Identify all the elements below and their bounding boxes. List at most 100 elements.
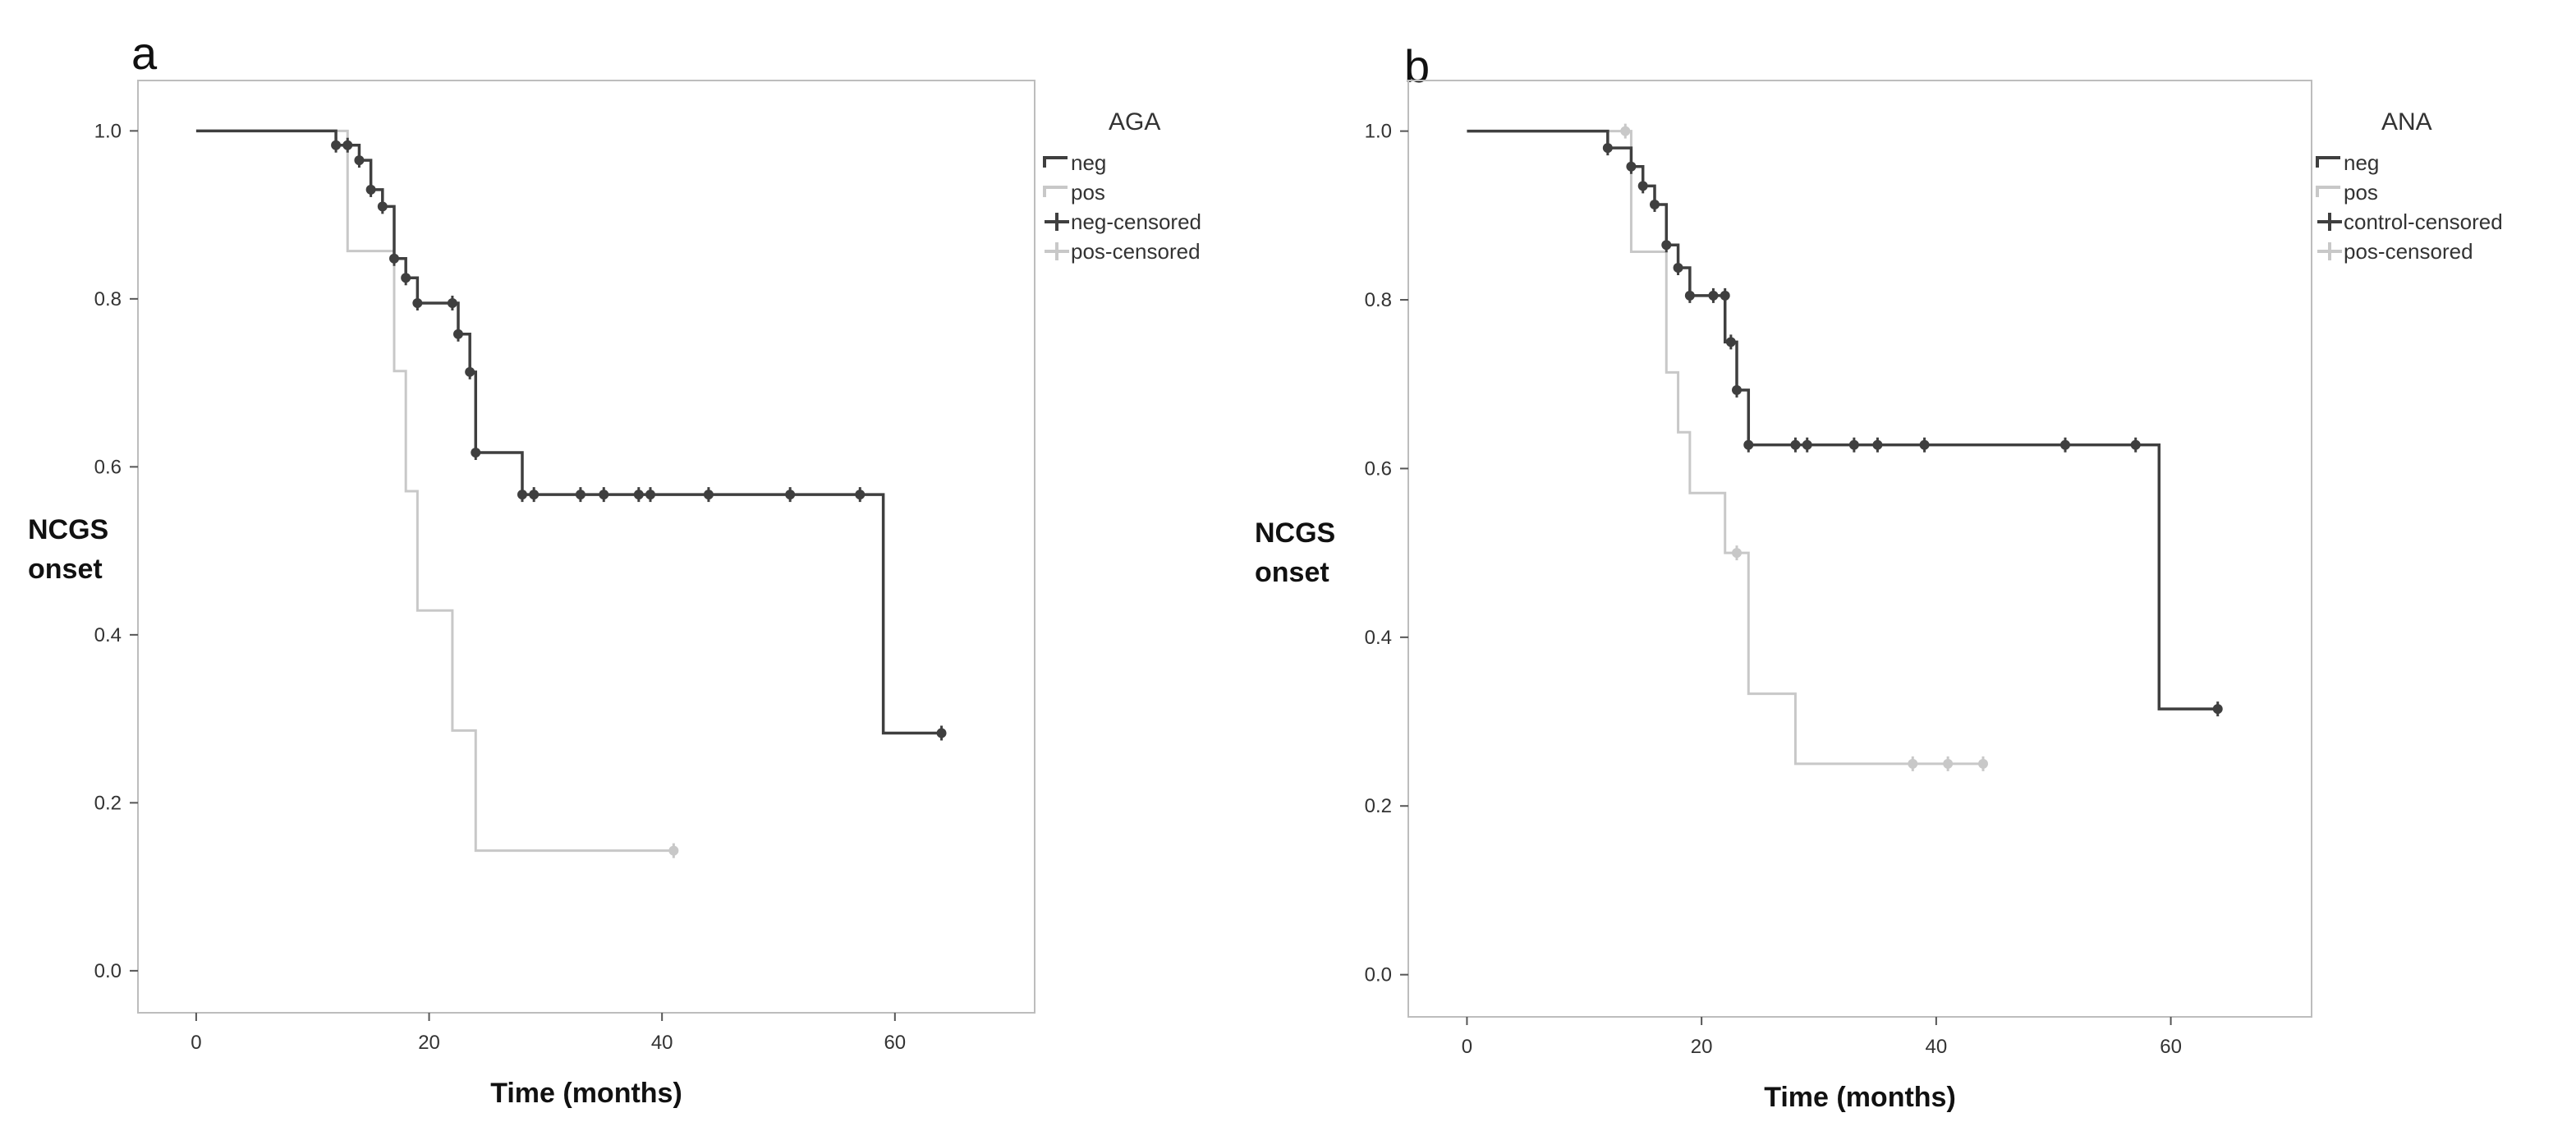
censor-mark-neg-a xyxy=(936,728,947,738)
series-layer-a xyxy=(195,129,947,858)
legend-label-neg-b: neg xyxy=(2344,150,2379,175)
censor-mark-neg-b xyxy=(1602,143,1613,154)
censor-mark-neg-b xyxy=(1732,384,1742,395)
y-axis-title-line1-b: NCGS xyxy=(1255,517,1335,549)
legend-title-b: ANA xyxy=(2381,108,2432,136)
censor-mark-neg-a xyxy=(377,201,388,212)
legend-label-neg-a: neg xyxy=(1071,150,1106,175)
censor-mark-neg-a xyxy=(575,490,585,500)
censor-mark-neg-b xyxy=(1802,439,1812,450)
x-tick-label-b: 20 xyxy=(1691,1036,1713,1058)
censor-mark-neg-a xyxy=(599,490,609,500)
y-tick-label-a: 0.4 xyxy=(94,624,122,646)
censor-mark-neg-a xyxy=(453,329,463,339)
y-tick-label-b: 0.6 xyxy=(1365,458,1392,480)
censor-mark-neg-a xyxy=(855,490,866,500)
censor-mark-neg-b xyxy=(1684,290,1695,301)
y-tick-label-a: 0.0 xyxy=(94,960,122,982)
series-layer-b xyxy=(1467,123,2223,771)
censor-mark-neg-b xyxy=(1661,240,1672,251)
censor-mark-neg-b xyxy=(1650,199,1660,209)
censor-mark-neg-a xyxy=(785,490,796,500)
censor-mark-neg-a xyxy=(342,140,353,150)
censor-mark-neg-a xyxy=(645,490,655,500)
censor-mark-neg-b xyxy=(1708,290,1719,301)
censor-mark-neg-b xyxy=(1848,439,1859,450)
y-tick-label-a: 0.2 xyxy=(94,792,122,814)
series-line-neg-a xyxy=(195,129,942,735)
censor-mark-neg-b xyxy=(1637,181,1648,191)
censor-mark-neg-a xyxy=(412,297,423,308)
legend-b: ANA neg pos control-censored pos-censored xyxy=(2316,108,2503,264)
legend-swatch-pos-b xyxy=(2316,186,2340,197)
censor-mark-neg-a xyxy=(703,490,714,500)
legend-swatch-pos-a xyxy=(1043,186,1068,197)
censor-mark-neg-b xyxy=(2212,704,2223,715)
axes-b: 0 20 40 60 0.0 0.2 0.4 0.6 0.8 1.0 xyxy=(1365,121,2182,1058)
x-tick-label-b: 0 xyxy=(1462,1036,1472,1058)
plot-frame-a xyxy=(137,80,1035,1014)
censor-mark-neg-b xyxy=(1790,439,1801,450)
legend-label-control-censored-b: control-censored xyxy=(2344,209,2503,234)
censor-mark-neg-a xyxy=(517,490,527,500)
x-tick-label-a: 40 xyxy=(651,1032,673,1054)
censor-mark-pos-a xyxy=(668,845,679,856)
y-axis-title-line1-a: NCGS xyxy=(28,514,108,545)
censor-mark-neg-b xyxy=(1725,337,1736,347)
y-tick-label-b: 0.0 xyxy=(1365,964,1392,986)
censor-mark-neg-a xyxy=(447,297,457,308)
censor-mark-pos-b xyxy=(1943,758,1954,769)
censor-mark-neg-a xyxy=(331,140,342,150)
y-axis-title-line2-b: onset xyxy=(1255,557,1329,588)
censor-mark-neg-b xyxy=(2130,439,2141,450)
censor-mark-neg-a xyxy=(401,273,411,283)
legend-items-b: neg pos control-censored pos-censored xyxy=(2316,150,2503,264)
legend-swatch-neg-a xyxy=(1043,156,1068,168)
x-tick-label-a: 20 xyxy=(418,1032,440,1054)
legend-a: AGA neg pos neg-censored pos-censored xyxy=(1043,108,1201,264)
legend-label-pos-censored-a: pos-censored xyxy=(1071,239,1201,264)
y-tick-label-a: 0.6 xyxy=(94,456,122,478)
km-chart-a: a 0 20 40 60 0.0 0.2 0.4 0.6 0.8 1.0 Time (months… xyxy=(28,27,1201,1109)
censor-mark-neg-b xyxy=(1673,263,1683,273)
y-tick-label-b: 0.4 xyxy=(1365,627,1392,649)
legend-items-a: neg pos neg-censored pos-censored xyxy=(1043,150,1201,264)
censor-mark-neg-a xyxy=(389,253,399,264)
x-axis-title-a: Time (months) xyxy=(490,1078,682,1109)
y-axis-title-line2-a: onset xyxy=(28,554,103,585)
censor-mark-pos-b xyxy=(1732,548,1742,559)
censor-mark-neg-a xyxy=(529,490,540,500)
x-tick-label-b: 60 xyxy=(2160,1036,2182,1058)
km-chart-b: b 0 20 40 600.00.20.40.60.81.0 Time (months… xyxy=(1255,40,2503,1113)
censor-mark-neg-b xyxy=(1626,161,1637,172)
x-tick-label-a: 0 xyxy=(191,1032,201,1054)
axes-a: 0 20 40 60 0.0 0.2 0.4 0.6 0.8 1.0 xyxy=(94,120,907,1054)
censor-mark-neg-a xyxy=(633,490,644,500)
panel-label-a: a xyxy=(131,27,158,79)
legend-swatch-neg-b xyxy=(2316,156,2340,168)
series-line-pos-b xyxy=(1467,130,1983,766)
plot-frame-b xyxy=(1407,80,2312,1018)
censor-mark-neg-b xyxy=(1872,439,1883,450)
censor-mark-neg-b xyxy=(1720,290,1730,301)
legend-label-neg-censored-a: neg-censored xyxy=(1071,209,1201,234)
censor-mark-neg-b xyxy=(2060,439,2070,450)
x-axis-title-b: Time (months) xyxy=(1764,1082,1956,1113)
censor-mark-pos-b xyxy=(1978,758,1988,769)
y-tick-label-a: 0.8 xyxy=(94,288,122,310)
legend-title-a: AGA xyxy=(1109,108,1160,136)
y-tick-label-b: 0.2 xyxy=(1365,795,1392,817)
y-tick-label-b: 1.0 xyxy=(1365,121,1392,143)
series-line-pos-a xyxy=(195,129,674,853)
censor-mark-neg-a xyxy=(354,155,365,166)
y-tick-label-a: 1.0 xyxy=(94,120,122,142)
censor-mark-neg-a xyxy=(465,366,475,377)
legend-label-pos-b: pos xyxy=(2344,180,2378,205)
censor-mark-pos-b xyxy=(1908,758,1918,769)
censor-mark-neg-b xyxy=(1743,439,1754,450)
legend-label-pos-a: pos xyxy=(1071,180,1105,205)
legend-label-pos-censored-b: pos-censored xyxy=(2344,239,2473,264)
censor-mark-pos-b xyxy=(1620,126,1631,136)
censor-mark-neg-b xyxy=(1919,439,1930,450)
